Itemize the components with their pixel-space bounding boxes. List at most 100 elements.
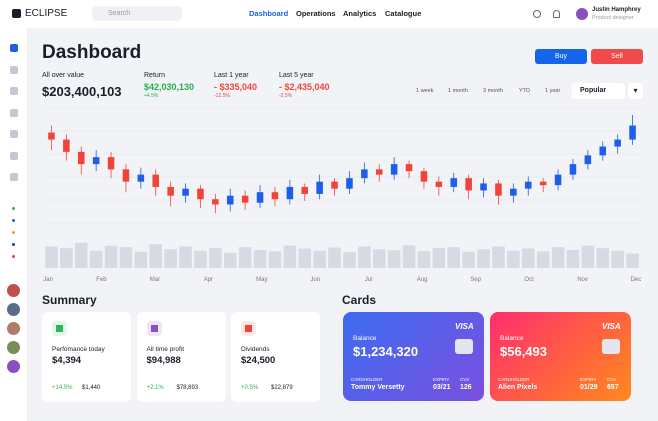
candle-body xyxy=(361,169,368,179)
card-cvv: 657 xyxy=(607,384,619,391)
candle-body xyxy=(107,157,115,170)
filter-button[interactable]: ▾ xyxy=(628,83,643,99)
volume-bar xyxy=(328,247,341,268)
search-box[interactable] xyxy=(92,6,182,21)
volume-bar xyxy=(60,248,73,268)
volume-bar xyxy=(402,245,416,268)
sidebar-icon[interactable] xyxy=(10,109,18,117)
credit-card[interactable] xyxy=(490,312,631,401)
volume-bar xyxy=(298,248,312,268)
volume-bar xyxy=(581,245,595,268)
buy-button[interactable]: Buy xyxy=(535,49,587,64)
x-axis-label: Jun xyxy=(310,277,320,283)
avatar[interactable] xyxy=(576,8,588,20)
sidebar-avatar[interactable] xyxy=(7,341,20,354)
summary-icon xyxy=(146,321,162,336)
stat-value: $203,400,103 xyxy=(42,84,122,99)
card-holder: Alien Pixels xyxy=(498,384,538,391)
candle-body xyxy=(420,171,428,182)
volume-bar xyxy=(134,251,148,268)
range-option[interactable]: 1 week xyxy=(416,88,434,94)
logo[interactable]: ECLIPSE xyxy=(25,8,68,19)
sidebar-dot[interactable] xyxy=(12,231,15,234)
card-expiry-label: EXPIRY xyxy=(580,377,597,382)
x-axis-label: Apr xyxy=(204,277,213,283)
x-axis-label: Dec xyxy=(631,277,642,283)
nav-link[interactable]: Dashboard xyxy=(249,9,289,18)
card-brand: VISA xyxy=(455,322,474,331)
settings-icon[interactable] xyxy=(533,10,541,18)
candle-body xyxy=(226,195,234,205)
sidebar-icon[interactable] xyxy=(10,44,18,52)
section-title: Summary xyxy=(42,293,97,307)
sidebar-icon[interactable] xyxy=(10,66,18,74)
candle-body xyxy=(63,139,70,152)
candle-body xyxy=(92,157,100,165)
range-option[interactable]: 1 month xyxy=(448,88,468,94)
card-holder-label: CARDHOLDER xyxy=(498,377,530,382)
x-axis-label: Aug xyxy=(417,277,428,283)
stat-value: - $335,040 xyxy=(214,82,258,92)
candle-body xyxy=(554,174,562,186)
sidebar-dot[interactable] xyxy=(12,255,15,258)
sidebar-dot[interactable] xyxy=(12,219,15,222)
summary-extra: $1,440 xyxy=(82,385,101,391)
volume-bar xyxy=(447,247,461,268)
volume-bar xyxy=(104,245,118,268)
range-option[interactable]: 1 year xyxy=(545,88,561,94)
volume-bar xyxy=(462,251,475,268)
sidebar-icon[interactable] xyxy=(10,152,18,160)
candle-body xyxy=(137,174,145,182)
candle-body xyxy=(256,192,264,203)
volume-bar xyxy=(194,250,207,268)
volume-bar xyxy=(164,249,177,268)
nav-link[interactable]: Analytics xyxy=(343,9,377,18)
bell-icon[interactable] xyxy=(553,10,560,18)
x-axis-label: Feb xyxy=(96,277,107,283)
sidebar-icon[interactable] xyxy=(10,130,18,138)
candle-body xyxy=(465,178,472,191)
candle-body xyxy=(614,139,621,147)
nav-link[interactable]: Catalogue xyxy=(385,9,422,18)
sidebar-icon[interactable] xyxy=(10,87,18,95)
candle-body xyxy=(510,188,517,196)
candle-body xyxy=(241,195,249,203)
range-option[interactable]: 3 month xyxy=(483,88,503,94)
stat-change: -2.5% xyxy=(279,93,293,99)
summary-extra: $22,879 xyxy=(271,385,293,391)
card-holder: Tommy Versetty xyxy=(351,384,405,391)
volume-bar xyxy=(313,250,326,268)
sort-dropdown[interactable] xyxy=(572,83,625,99)
candle-body xyxy=(286,186,294,200)
sidebar-dot[interactable] xyxy=(12,207,15,210)
summary-icon xyxy=(52,321,67,336)
candle-body xyxy=(167,186,174,196)
x-axis-label: Mar xyxy=(150,277,160,283)
volume-bar xyxy=(507,250,520,268)
x-axis-label: Oct xyxy=(524,277,534,283)
sidebar-avatar[interactable] xyxy=(7,322,20,335)
card-balance: $1,234,320 xyxy=(353,344,419,359)
sidebar-avatar[interactable] xyxy=(7,360,20,373)
credit-card[interactable] xyxy=(343,312,484,401)
sidebar-dot[interactable] xyxy=(12,243,15,246)
volume-bar xyxy=(343,252,356,268)
summary-label: Perfomance today xyxy=(52,346,105,353)
candle-body xyxy=(301,186,309,194)
card-chip xyxy=(455,339,473,354)
card-brand: VISA xyxy=(602,322,621,331)
volume-bar xyxy=(45,246,58,268)
sidebar-avatar[interactable] xyxy=(7,303,20,316)
sidebar-avatar[interactable] xyxy=(7,284,20,297)
candle-body xyxy=(182,188,189,196)
sell-button[interactable]: Sell xyxy=(591,49,643,64)
summary-change: +0.5% xyxy=(241,385,259,391)
nav-link[interactable]: Operations xyxy=(296,9,336,18)
stat-label: Last 1 year xyxy=(214,72,249,79)
sidebar-icon[interactable] xyxy=(10,173,18,181)
card-expiry: 01/29 xyxy=(580,384,598,391)
range-option[interactable]: YTD xyxy=(519,88,530,94)
stat-change: -12.5% xyxy=(214,93,230,99)
card-balance: $56,493 xyxy=(500,344,547,359)
